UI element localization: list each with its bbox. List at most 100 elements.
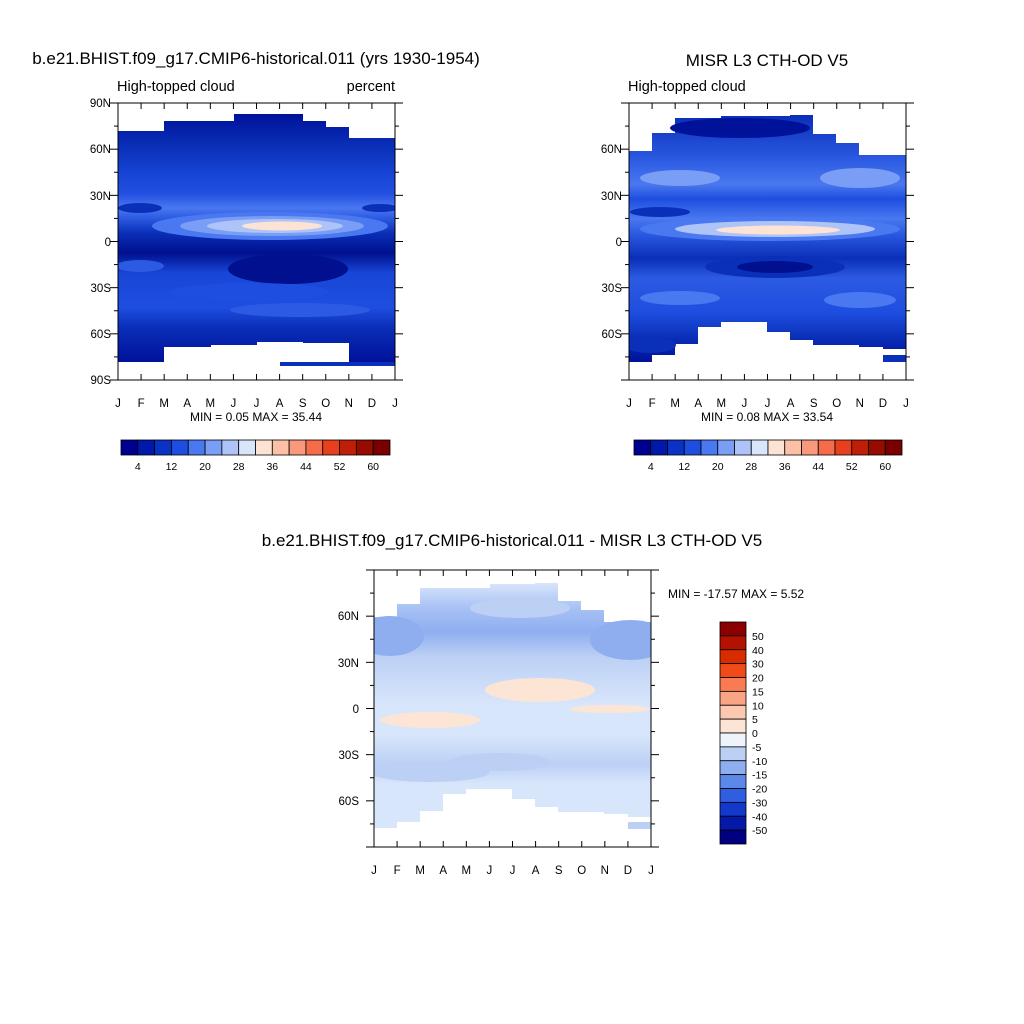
colorbar-label: 5 [752,714,758,726]
colorbar-swatch [719,732,747,748]
colorbar-swatch [683,439,702,456]
panel3-title: b.e21.BHIST.f09_g17.CMIP6-historical.011… [262,531,762,550]
colorbar-label: 40 [752,645,764,657]
month-label: J [648,865,654,877]
panel1-lat-label: 0 [105,237,111,249]
panel3-lat-label: 30S [339,750,360,762]
colorbar-label: 36 [266,461,278,473]
colorbar-swatch [884,439,903,456]
colorbar-swatch [767,439,786,456]
colorbar-label: 4 [135,461,141,473]
colorbar-swatch [719,788,747,803]
month-label: N [601,865,609,877]
panel1-colorbar: 4 12 20 28 36 44 52 60 [120,439,391,473]
panel2-minmax: MIN = 0.08 MAX = 33.54 [701,410,833,424]
month-label: M [462,865,472,877]
colorbar-swatch [868,439,886,456]
panel2-lat-label: 30N [601,191,622,203]
panel1-lat-label: 60N [90,144,111,156]
colorbar-swatch [355,439,374,456]
panel1-lat-label: 90S [91,375,112,387]
month-label: F [649,398,656,410]
panel2-lat-label: 30S [602,283,623,295]
month-label: F [394,865,401,877]
panel1-lat-label: 30N [90,191,111,203]
colorbar-swatch [305,439,324,456]
panel1-contour-field [118,114,395,366]
month-label: M [670,398,680,410]
month-label: S [810,398,818,410]
panel2-axes: 60N 30N 0 30S 60S J F M A M J J A S O N D J [601,102,914,410]
colorbar-swatch [719,746,747,762]
colorbar-swatch [719,829,747,845]
month-label: A [276,398,284,410]
colorbar-swatch [700,439,719,456]
colorbar-swatch [817,439,836,456]
colorbar-swatch [650,439,668,456]
month-label: S [555,865,563,877]
panel3-minmax: MIN = -17.57 MAX = 5.52 [668,587,804,601]
panel2-variable-label: High-topped cloud [628,79,746,95]
colorbar-swatch [719,774,747,789]
panel2-lat-label: 0 [616,237,622,249]
panel1-lat-label: 60S [91,329,112,341]
colorbar-label: 0 [752,728,758,740]
colorbar-swatch [719,663,747,678]
month-label: J [510,865,516,877]
colorbar-swatch [719,677,747,692]
month-label: A [532,865,540,877]
month-label: J [371,865,377,877]
colorbar-swatch [717,439,735,456]
colorbar-swatch [801,439,819,456]
colorbar-swatch [633,439,652,456]
colorbar-label: -40 [752,811,767,823]
month-label: D [624,865,632,877]
colorbar-label: 44 [300,461,312,473]
month-label: J [903,398,909,410]
colorbar-swatch [667,439,685,456]
month-label: D [368,398,376,410]
panel3-lat-label: 0 [353,704,359,716]
panel1-lat-label: 90N [90,98,111,110]
month-label: J [742,398,748,410]
colorbar-swatch [719,635,747,651]
panel1-minmax: MIN = 0.05 MAX = 35.44 [190,410,322,424]
colorbar-swatch [834,439,853,456]
month-label: O [832,398,841,410]
colorbar-label: 4 [648,461,654,473]
colorbar-swatch [851,439,869,456]
month-label: M [717,398,727,410]
colorbar-swatch [734,439,752,456]
colorbar-swatch [784,439,802,456]
month-label: O [321,398,330,410]
month-label: M [206,398,216,410]
colorbar-label: 28 [233,461,245,473]
month-label: J [487,865,493,877]
colorbar-label: 12 [678,461,690,473]
panel3-axes: 60N 30N 0 30S 60S J F M A M J J A S O N D J [338,569,659,877]
colorbar-label: 60 [879,461,891,473]
colorbar-swatch [221,439,240,456]
colorbar-swatch [719,801,747,817]
colorbar-swatch [719,649,747,665]
colorbar-label: 20 [199,461,211,473]
colorbar-swatch [255,439,273,456]
colorbar-label: 30 [752,659,764,671]
colorbar-swatch [750,439,769,456]
month-label: A [439,865,447,877]
month-label: J [254,398,260,410]
colorbar-swatch [322,439,340,456]
colorbar-label: -20 [752,784,767,796]
colorbar-label: 28 [745,461,757,473]
month-label: J [392,398,398,410]
colorbar-swatch [238,439,256,456]
panel1-axes: 90N 60N 30N 0 30S 60S 90S J F M A M J J A S O N D J [90,98,403,410]
panel3-contour-field [374,583,651,829]
month-label: A [183,398,191,410]
colorbar-label: -30 [752,797,767,809]
month-label: J [765,398,771,410]
colorbar-swatch [288,439,307,456]
colorbar-label: 12 [166,461,178,473]
